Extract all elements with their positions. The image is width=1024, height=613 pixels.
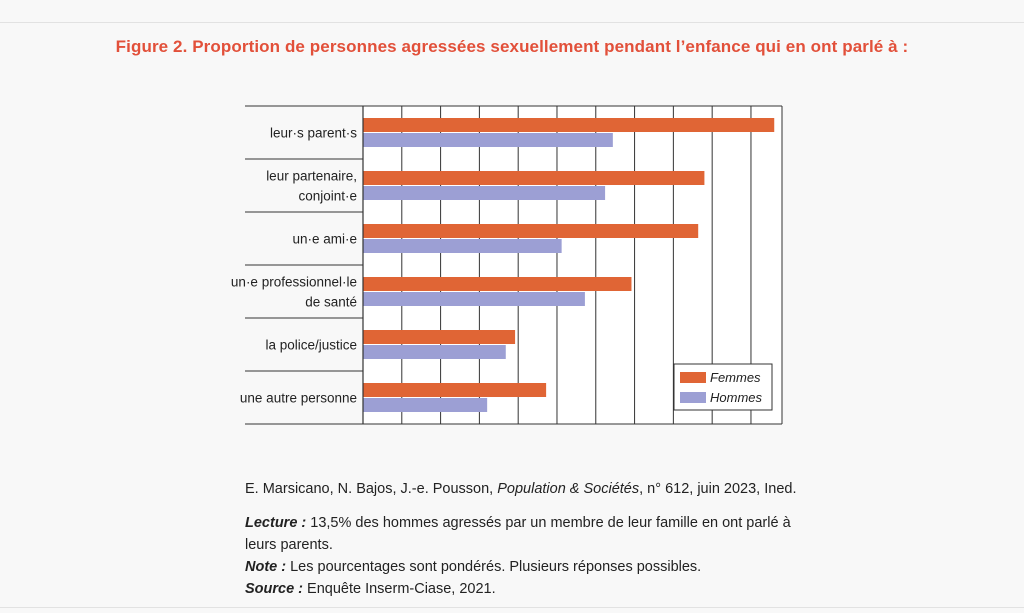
bar-hommes	[363, 345, 506, 359]
category-label: leur·s parent·s	[270, 126, 357, 141]
category-label: un·e professionnel·le	[231, 275, 357, 290]
lecture-label: Lecture :	[245, 515, 307, 531]
credit-authors: E. Marsicano, N. Bajos, J.-e. Pousson,	[245, 481, 498, 497]
bar-femmes	[363, 118, 775, 132]
category-label: un·e ami·e	[292, 232, 357, 247]
legend-swatch-femmes	[680, 372, 706, 383]
legend-swatch-hommes	[680, 392, 706, 403]
credit-line: E. Marsicano, N. Bajos, J.-e. Pousson, P…	[245, 481, 797, 497]
bar-hommes	[363, 398, 488, 412]
note-text: Les pourcentages sont pondérés. Plusieur…	[286, 559, 702, 575]
bar-hommes	[363, 133, 613, 147]
source-line: Source : Enquête Inserm-Ciase, 2021.	[245, 578, 805, 600]
legend-label-hommes: Hommes	[710, 390, 763, 405]
bar-hommes	[363, 239, 562, 253]
credit-journal: Population & Sociétés	[497, 481, 640, 497]
bar-femmes	[363, 330, 516, 344]
top-divider	[0, 22, 1024, 23]
notes: Lecture : 13,5% des hommes agressés par …	[245, 512, 805, 600]
bar-hommes	[363, 186, 606, 200]
category-label: de santé	[305, 295, 357, 310]
category-label: conjoint·e	[298, 189, 357, 204]
source-text: Enquête Inserm-Ciase, 2021.	[303, 581, 496, 597]
category-label: leur partenaire,	[266, 169, 357, 184]
bottom-divider	[0, 607, 1024, 608]
credit-rest: , n° 612, juin 2023, Ined.	[639, 481, 797, 497]
note-line: Note : Les pourcentages sont pondérés. P…	[245, 556, 805, 578]
lecture-note: Lecture : 13,5% des hommes agressés par …	[245, 512, 805, 556]
bar-femmes	[363, 224, 699, 238]
lecture-text: 13,5% des hommes agressés par un membre …	[245, 515, 791, 553]
bar-femmes	[363, 277, 632, 291]
bar-femmes	[363, 383, 547, 397]
figure-title: Figure 2. Proportion de personnes agress…	[115, 37, 909, 56]
bar-femmes	[363, 171, 705, 185]
legend-label-femmes: Femmes	[710, 370, 761, 385]
category-label: une autre personne	[240, 391, 357, 406]
note-label: Note :	[245, 559, 287, 575]
bar-hommes	[363, 292, 585, 306]
source-label: Source :	[245, 581, 304, 597]
category-label: la police/justice	[265, 338, 357, 353]
